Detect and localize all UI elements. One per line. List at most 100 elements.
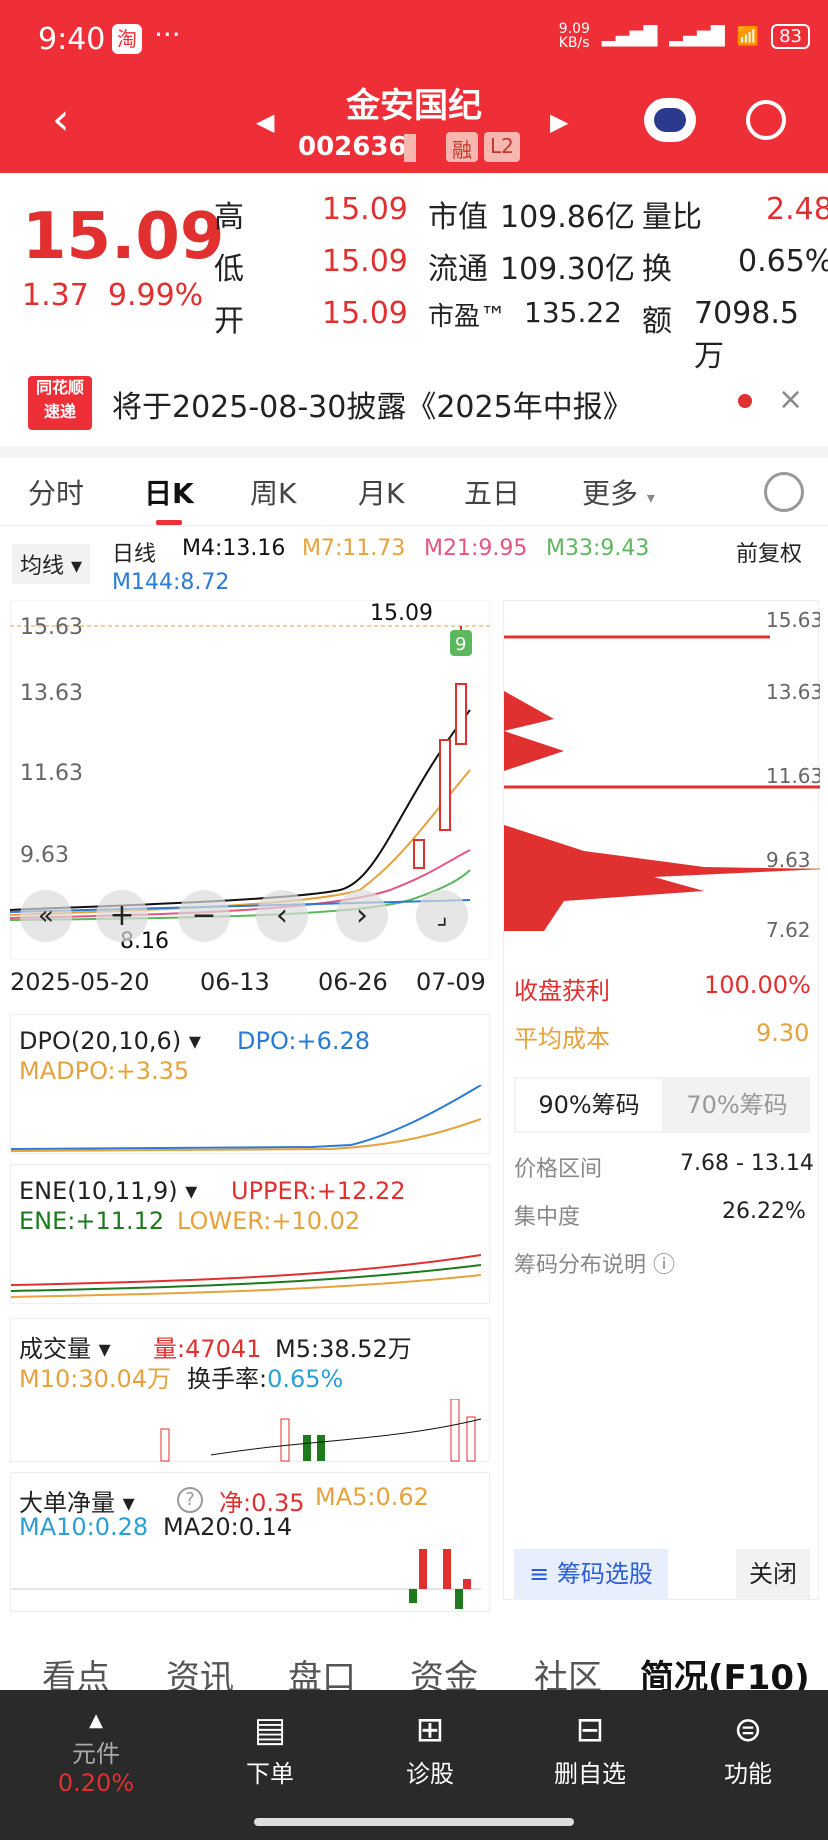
robot-assistant-icon[interactable] bbox=[644, 98, 696, 142]
amount-label: 额 bbox=[642, 304, 672, 339]
ene-value: ENE:+11.12 bbox=[19, 1207, 165, 1235]
notice-text[interactable]: 将于2025-08-30披露《2025年中报》 bbox=[112, 390, 633, 425]
tonghuashun-logo: 同花顺 速递 bbox=[28, 376, 92, 430]
indicator-type-select[interactable]: 均线 ▾ bbox=[12, 544, 91, 584]
close-button[interactable]: 关闭 bbox=[736, 1549, 810, 1599]
home-indicator[interactable] bbox=[254, 1818, 574, 1826]
adjust-select[interactable]: 前复权 bbox=[736, 542, 803, 567]
cost-value: 9.30 bbox=[756, 1019, 810, 1047]
signal-icon: ▂▄▆█ bbox=[601, 25, 658, 47]
turnover-label: 换 bbox=[642, 252, 672, 287]
concentration-value: 26.22% bbox=[722, 1199, 806, 1224]
tab-five-day[interactable]: 五日 bbox=[464, 477, 521, 510]
big-order-ma10: MA10:0.28 bbox=[19, 1513, 149, 1541]
zoom-out-far-icon[interactable]: « bbox=[20, 890, 72, 942]
tag-l2: L2 bbox=[484, 132, 520, 162]
tag-rong: 融 bbox=[446, 132, 478, 162]
more-dots-icon: ··· bbox=[154, 18, 181, 51]
tab-weekly-k[interactable]: 周K bbox=[250, 477, 297, 510]
next-stock-icon[interactable]: ▶ bbox=[550, 108, 569, 136]
m7-value: M7:11.73 bbox=[302, 536, 406, 561]
chip-y-1363: 13.63 bbox=[766, 680, 820, 704]
x-tick-start: 2025-05-20 bbox=[10, 968, 150, 996]
search-icon[interactable] bbox=[746, 100, 786, 140]
ene-name[interactable]: ENE(10,11,9) ▾ bbox=[19, 1177, 198, 1205]
diagnose-icon: ⊞ bbox=[415, 1710, 445, 1750]
turnover-rate: 换手率:0.65% bbox=[187, 1365, 344, 1393]
tab-intraday[interactable]: 分时 bbox=[28, 477, 85, 510]
low-label: 低 bbox=[214, 252, 244, 287]
ene-lower: LOWER:+10.02 bbox=[177, 1207, 361, 1235]
chip-y-1163: 11.63 bbox=[766, 764, 820, 788]
mcap-label: 市值 bbox=[428, 200, 488, 235]
order-button[interactable]: ▤ 下单 bbox=[210, 1710, 330, 1789]
x-tick-0626: 06-26 bbox=[318, 968, 388, 996]
volume-m10: M10:30.04万 bbox=[19, 1365, 172, 1393]
current-price: 15.09 bbox=[22, 200, 225, 274]
widget-button[interactable]: ▲ 元件 0.20% bbox=[36, 1710, 156, 1797]
help-icon: ⓘ bbox=[653, 1253, 676, 1278]
zoom-out-icon[interactable]: − bbox=[178, 890, 230, 942]
amount-value: 7098.5万 bbox=[694, 296, 799, 374]
chip-desc-link[interactable]: 筹码分布说明 ⓘ bbox=[514, 1253, 676, 1278]
zoom-in-icon[interactable]: + bbox=[96, 890, 148, 942]
y-tick-1363: 13.63 bbox=[20, 681, 83, 706]
back-icon[interactable]: ‹ bbox=[52, 94, 70, 145]
big-order-name[interactable]: 大单净量 ▾ bbox=[19, 1489, 135, 1517]
bottom-toolbar: ▲ 元件 0.20% ▤ 下单 ⊞ 诊股 ⊟ 删自选 ⊜ 功能 bbox=[0, 1690, 828, 1840]
chevron-up-icon: ▲ bbox=[89, 1710, 103, 1731]
y-tick-1563: 15.63 bbox=[20, 615, 83, 640]
signal-icon-2: ▂▄▆█ bbox=[669, 25, 725, 47]
big-order-ma20: MA20:0.14 bbox=[163, 1513, 293, 1541]
m144-value: M144:8.72 bbox=[112, 570, 230, 595]
m21-value: M21:9.95 bbox=[424, 536, 528, 561]
big-order-net: 净:0.35 bbox=[219, 1489, 305, 1517]
volume-name[interactable]: 成交量 ▾ bbox=[19, 1335, 111, 1363]
tab-90-chips[interactable]: 90%筹码 bbox=[516, 1079, 662, 1131]
scroll-right-icon[interactable]: › bbox=[336, 890, 388, 942]
tab-daily-k[interactable]: 日K bbox=[144, 477, 194, 510]
kline-chart[interactable]: 15.63 13.63 11.63 9.63 15.09 8.16 9 bbox=[10, 600, 490, 960]
menu-icon: ⊜ bbox=[733, 1710, 763, 1750]
profit-value: 100.00% bbox=[704, 971, 811, 999]
scroll-left-icon[interactable]: ‹ bbox=[256, 890, 308, 942]
open-value: 15.09 bbox=[322, 296, 408, 331]
range-label: 价格区间 bbox=[514, 1157, 603, 1182]
tab-monthly-k[interactable]: 月K bbox=[358, 477, 405, 510]
volume-value: 量:47041 bbox=[153, 1335, 262, 1363]
ene-upper: UPPER:+12.22 bbox=[231, 1177, 406, 1205]
close-icon[interactable]: × bbox=[778, 382, 804, 417]
remove-watchlist-button[interactable]: ⊟ 删自选 bbox=[530, 1710, 650, 1789]
tab-70-chips[interactable]: 70%筹码 bbox=[686, 1091, 788, 1119]
volume-panel: 成交量 ▾ 量:47041 M5:38.52万 M10:30.04万 换手率:0… bbox=[10, 1318, 490, 1462]
unread-dot bbox=[738, 394, 752, 408]
stock-code: 002636 bbox=[298, 132, 407, 162]
open-label: 开 bbox=[214, 304, 244, 339]
change-value: 1.37 bbox=[22, 278, 89, 313]
fullscreen-icon[interactable]: ⌟ bbox=[416, 890, 468, 942]
battery-icon: 83 bbox=[771, 23, 810, 49]
diagnose-button[interactable]: ⊞ 诊股 bbox=[370, 1710, 490, 1789]
status-time: 9:40 bbox=[38, 22, 106, 57]
wifi-icon: 📶 bbox=[736, 25, 760, 47]
high-label: 高 bbox=[214, 200, 244, 235]
big-order-panel: 大单净量 ▾ ? 净:0.35 MA5:0.62 MA10:0.28 MA20:… bbox=[10, 1472, 490, 1612]
functions-button[interactable]: ⊜ 功能 bbox=[688, 1710, 808, 1789]
high-price-label: 15.09 bbox=[370, 601, 433, 626]
tab-more[interactable]: 更多 ▾ bbox=[582, 477, 655, 510]
app-header: 9:40 淘 ··· 9.09 KB/s ▂▄▆█ ▂▄▆█ 📶 83 ‹ ◀ 金… bbox=[0, 0, 828, 173]
change-percent: 9.99% bbox=[107, 278, 204, 313]
chip-select-button[interactable]: ≡ 筹码选股 bbox=[514, 1549, 668, 1599]
prev-stock-icon[interactable]: ◀ bbox=[256, 108, 275, 136]
madpo-value: MADPO:+3.35 bbox=[19, 1057, 190, 1085]
chip-y-1563: 15.63 bbox=[766, 608, 820, 632]
x-tick-0709: 07-09 bbox=[416, 968, 486, 996]
dropdown-icon: ▾ bbox=[646, 488, 655, 507]
notice-bar[interactable]: 同花顺 速递 将于2025-08-30披露《2025年中报》 × bbox=[0, 368, 828, 446]
help-icon[interactable]: ? bbox=[177, 1487, 203, 1513]
dpo-name[interactable]: DPO(20,10,6) ▾ bbox=[19, 1027, 201, 1055]
pe-value: 135.22 bbox=[524, 296, 622, 329]
remove-icon: ⊟ bbox=[575, 1710, 605, 1750]
settings-icon[interactable] bbox=[764, 472, 804, 512]
dpo-value: DPO:+6.28 bbox=[237, 1027, 371, 1055]
